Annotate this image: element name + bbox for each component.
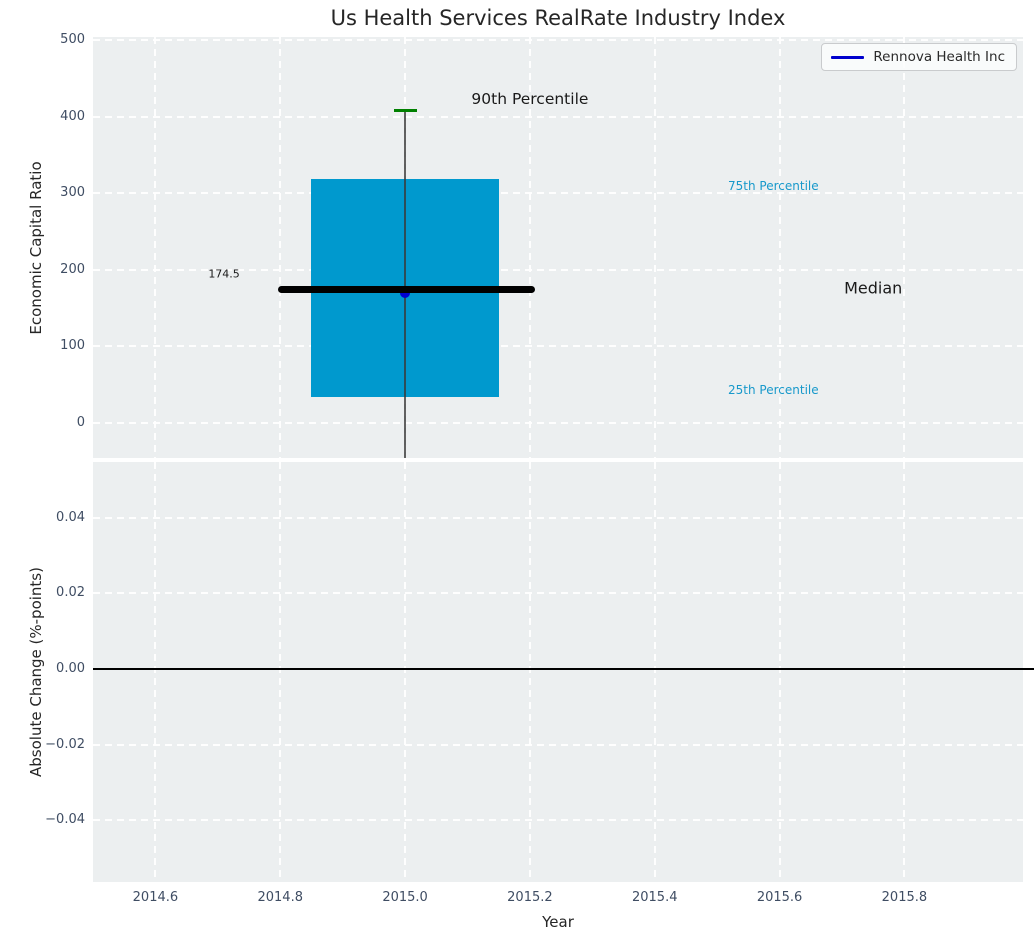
gridline [93, 39, 1023, 42]
top-y-tick-label: 0 [76, 414, 85, 430]
annotation-median-value-label: 174.5 [208, 267, 240, 281]
top-y-tick-label: 500 [60, 32, 85, 48]
top-y-tick-label: 200 [60, 261, 85, 277]
annotation-median-label: Median [844, 278, 903, 298]
x-axis-label: Year [542, 913, 574, 931]
annotation-p75-label: 75th Percentile [728, 179, 819, 194]
x-tick-label: 2015.8 [881, 890, 928, 905]
gridline [93, 115, 1023, 118]
gridline [93, 743, 1023, 746]
x-tick-label: 2015.0 [382, 890, 428, 905]
gridline [93, 819, 1023, 822]
gridline [778, 462, 781, 882]
gridline [93, 592, 1023, 595]
legend-label: Rennova Health Inc [873, 49, 1005, 65]
gridline [93, 345, 1023, 348]
legend-line-sample [831, 55, 865, 59]
gridline [279, 37, 282, 458]
bottom-y-tick-label: 0.02 [56, 585, 85, 601]
gridline [778, 37, 781, 458]
annotation-p90-label: 90th Percentile [471, 90, 589, 108]
bottom-y-tick-label: 0.00 [56, 660, 85, 676]
gridline [404, 462, 407, 882]
legend[interactable]: Rennova Health Inc [821, 43, 1017, 71]
gridline [279, 462, 282, 882]
gridline [528, 37, 531, 458]
bottom-y-tick-label: −0.02 [45, 736, 85, 752]
gridline [903, 37, 906, 458]
gridline [154, 462, 157, 882]
x-tick-label: 2014.8 [257, 890, 303, 905]
top-y-tick-label: 100 [60, 338, 85, 354]
p90-whisker-cap [393, 108, 417, 113]
bottom-y-tick-label: 0.04 [56, 509, 85, 525]
gridline [154, 37, 157, 458]
median-line[interactable] [278, 285, 535, 293]
gridline [903, 462, 906, 882]
top-y-tick-label: 300 [60, 185, 85, 201]
top-plot-area: Rennova Health Inc 90th Percentile 75th P… [93, 37, 1023, 458]
gridline [653, 462, 656, 882]
chart-title: Us Health Services RealRate Industry Ind… [330, 6, 786, 30]
gridline [653, 37, 656, 458]
zero-reference-line [93, 667, 1034, 670]
gridline [93, 421, 1023, 424]
x-tick-label: 2015.2 [507, 890, 553, 905]
top-y-tick-label: 400 [60, 108, 85, 124]
gridline [528, 462, 531, 882]
bottom-y-tick-label: −0.04 [45, 812, 85, 828]
gridline [93, 268, 1023, 271]
x-tick-label: 2015.4 [631, 890, 678, 905]
bottom-plot-area [93, 462, 1023, 882]
whisker-line [404, 110, 406, 458]
gridline [93, 516, 1023, 519]
annotation-p25-label: 25th Percentile [728, 382, 819, 397]
x-tick-label: 2014.6 [132, 890, 179, 905]
gridline [93, 192, 1023, 195]
x-tick-label: 2015.6 [756, 890, 803, 905]
